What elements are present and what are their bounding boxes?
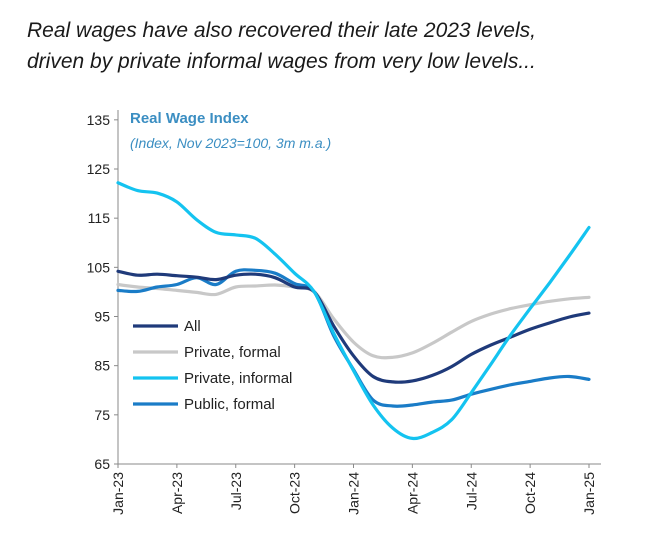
series-line-private-informal — [116, 181, 591, 441]
headline: Real wages have also recovered their lat… — [27, 15, 637, 77]
x-tick-label: Apr-23 — [169, 472, 185, 514]
x-tick-label: Oct-23 — [287, 472, 303, 514]
y-tick-label: 65 — [94, 456, 110, 472]
x-tick-label: Apr-24 — [404, 472, 420, 514]
headline-line-1: Real wages have also recovered their lat… — [27, 19, 536, 42]
legend-label-public-formal: Public, formal — [184, 396, 275, 413]
headline-line-2: driven by private informal wages from ve… — [27, 50, 536, 73]
y-tick-label: 115 — [88, 210, 111, 226]
y-tick-label: 135 — [87, 112, 111, 128]
chart-title: Real Wage Index — [130, 110, 249, 127]
y-tick-label: 95 — [94, 309, 110, 325]
x-tick-label: Oct-24 — [522, 472, 538, 514]
chart-subtitle: (Index, Nov 2023=100, 3m m.a.) — [130, 135, 331, 151]
x-tick-label: Jan-23 — [110, 472, 126, 515]
y-tick-label: 105 — [87, 259, 111, 275]
x-tick-label: Jul-24 — [463, 472, 479, 510]
legend-label-all: All — [184, 318, 201, 335]
y-tick-label: 125 — [87, 161, 111, 177]
y-tick-label: 75 — [94, 407, 110, 423]
x-tick-label: Jan-24 — [346, 472, 362, 515]
legend-label-private-formal: Private, formal — [184, 344, 281, 361]
legend-label-private-informal: Private, informal — [184, 370, 292, 387]
x-tick-label: Jul-23 — [228, 472, 244, 510]
x-tick-label: Jan-25 — [581, 472, 597, 515]
series-line-private-formal — [116, 282, 591, 360]
y-tick-label: 85 — [94, 358, 110, 374]
